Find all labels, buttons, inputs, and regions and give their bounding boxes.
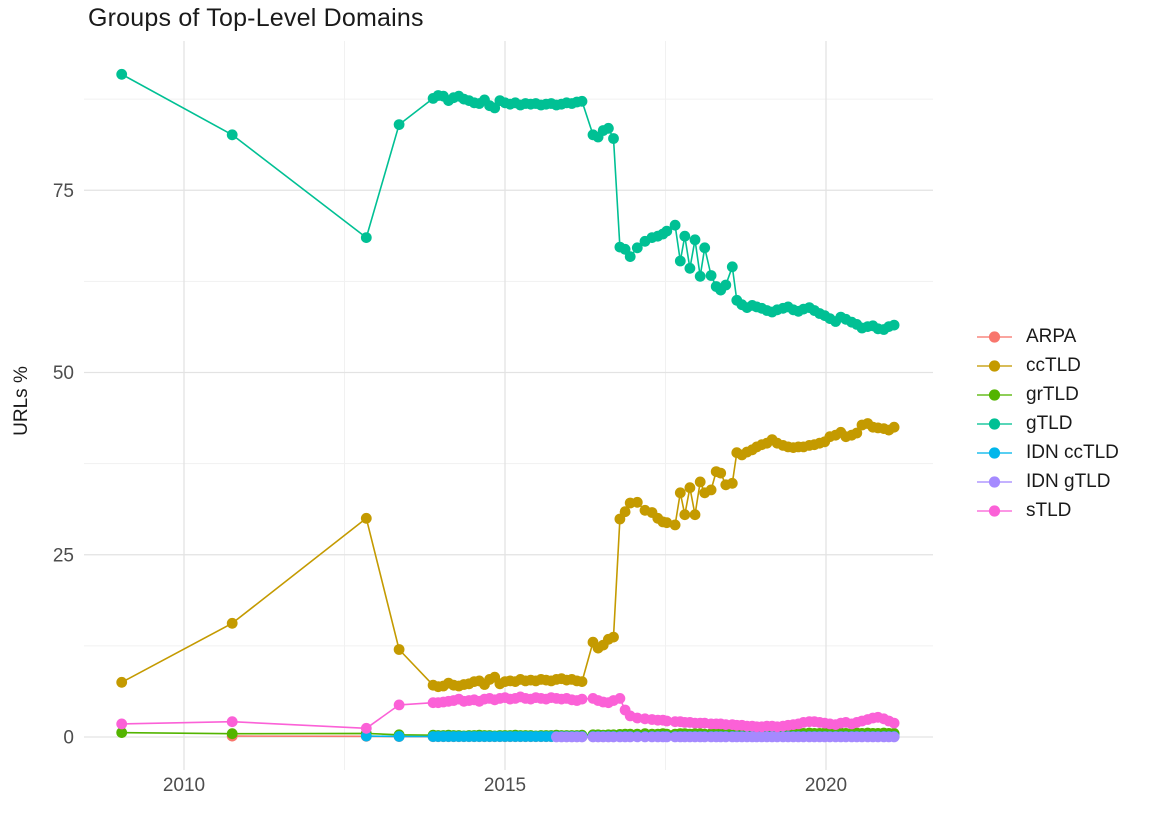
legend-swatch-icon [977,330,1012,343]
series-cctld [116,418,900,693]
legend-item-gtld: gTLD [976,409,1119,438]
x-tick-label: 2015 [484,775,526,796]
page-title: Groups of Top-Level Domains [88,4,424,32]
legend-swatch-icon [977,417,1012,430]
y-tick-label: 25 [53,545,74,566]
legend-item-arpa: ARPA [976,322,1119,351]
series-stld [116,691,900,734]
legend-swatch-icon [977,388,1012,401]
x-tick-label: 2020 [805,775,847,796]
legend-label: ccTLD [1026,354,1081,376]
legend-label: grTLD [1026,383,1079,405]
gridlines-major [84,41,933,770]
legend-item-idn-gtld: IDN gTLD [976,467,1119,496]
gridlines-minor [84,41,933,770]
legend: ARPA ccTLD grTLD gTLD IDN ccTLD IDN gTLD… [976,322,1119,525]
legend-item-cctld: ccTLD [976,351,1119,380]
legend-item-idn-cctld: IDN ccTLD [976,438,1119,467]
legend-item-stld: sTLD [976,496,1119,525]
y-tick-label: 0 [63,728,74,749]
y-tick-label: 50 [53,363,74,384]
legend-label: gTLD [1026,412,1073,434]
legend-label: IDN gTLD [1026,470,1111,492]
legend-swatch-icon [977,446,1012,459]
legend-label: sTLD [1026,499,1072,521]
series-idn-gtld [551,731,900,743]
x-tick-label: 2010 [163,775,205,796]
axis-tick-labels: 0 25 50 75 2010 2015 2020 [53,181,847,796]
legend-item-grtld: grTLD [976,380,1119,409]
legend-swatch-icon [977,475,1012,488]
legend-label: IDN ccTLD [1026,441,1119,463]
legend-label: ARPA [1026,325,1077,347]
legend-swatch-icon [977,359,1012,372]
y-tick-label: 75 [53,181,74,202]
legend-swatch-icon [977,504,1012,517]
series-gtld [116,68,900,335]
